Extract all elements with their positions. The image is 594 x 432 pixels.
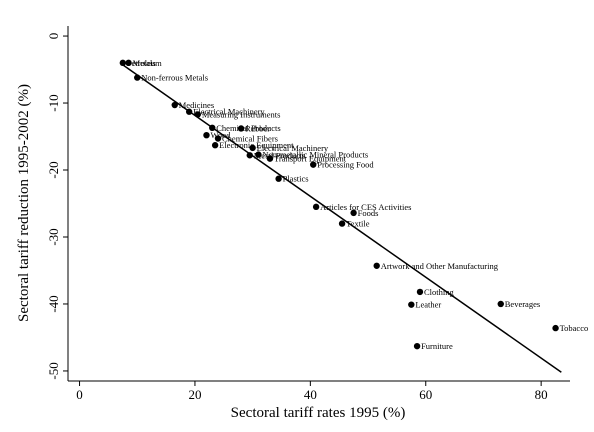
point-label: Electrical Machinery <box>193 107 265 117</box>
data-point <box>171 101 178 109</box>
x-ticks: 0 20 40 60 80 <box>76 381 548 402</box>
data-point <box>310 161 317 168</box>
point-label: Tobacco <box>560 323 589 333</box>
point-label: Plastics <box>283 174 309 184</box>
point-label: Clothing <box>424 287 455 297</box>
data-point <box>552 324 559 332</box>
point-label: Chemical Fibers <box>222 134 278 144</box>
x-tick-label: 40 <box>304 387 317 402</box>
y-axis-title: Sectoral tariff reduction 1995-2002 (%) <box>16 84 32 322</box>
point-label: Artwork and Other Manufacturing <box>381 261 499 271</box>
y-tick-label: -40 <box>46 295 61 312</box>
data-point <box>237 125 245 132</box>
point-label: Metal Products <box>254 150 306 160</box>
data-point <box>211 142 219 149</box>
point-label: Wood <box>210 130 231 140</box>
y-tick-label: -30 <box>46 228 61 245</box>
x-tick-label: 80 <box>535 387 548 402</box>
data-point <box>185 108 193 115</box>
data-point <box>275 175 282 182</box>
data-point <box>214 135 222 142</box>
point-label: Textile <box>346 219 370 229</box>
point-label: Leather <box>415 300 441 310</box>
y-tick-label: -50 <box>46 362 61 379</box>
data-point <box>312 203 320 211</box>
point-label: Non-ferrous Metals <box>141 73 208 83</box>
point-label: Non-metallic Mineral Products <box>262 150 368 160</box>
data-point <box>125 59 132 67</box>
data-point <box>266 155 274 162</box>
x-axis-title: Sectoral tariff rates 1995 (%) <box>231 405 406 421</box>
x-tick-label: 20 <box>188 387 201 402</box>
data-point <box>338 220 346 227</box>
x-tick-label: 0 <box>76 387 83 402</box>
point-label: Rubber <box>245 123 270 133</box>
point-label: Furniture <box>421 341 453 351</box>
axes <box>67 26 570 382</box>
data-point <box>249 144 256 152</box>
data-point <box>209 124 216 132</box>
data-point <box>134 74 141 81</box>
point-label: Measuring Instruments <box>202 109 281 119</box>
data-point <box>255 151 262 158</box>
data-point <box>194 111 202 118</box>
data-point <box>416 288 424 296</box>
data-point <box>119 59 127 67</box>
data-point <box>413 342 421 350</box>
point-label: Transport Equipment <box>274 154 347 164</box>
y-tick-label: 0 <box>46 33 61 40</box>
point-label: Electronic Equipment <box>219 140 294 150</box>
point-label: Foods <box>358 208 379 218</box>
data-point <box>497 300 504 308</box>
point-label: Medicines <box>179 100 214 110</box>
data-point <box>373 262 380 269</box>
y-ticks: 0 -10 -20 -30 -40 -50 <box>46 33 68 380</box>
y-tick-label: -10 <box>46 94 61 111</box>
data-points <box>119 59 559 350</box>
point-label: Chemical Products <box>216 123 280 133</box>
point-label: Electrical Machinery <box>257 143 329 153</box>
data-point <box>408 301 415 308</box>
point-label: Petroleum <box>127 58 162 68</box>
data-point <box>203 131 210 139</box>
point-label: Metals <box>133 58 156 68</box>
point-label: Articles for CES Activities <box>320 202 411 212</box>
y-tick-label: -20 <box>46 161 61 178</box>
data-point <box>246 152 253 159</box>
data-point <box>350 209 357 217</box>
x-tick-label: 60 <box>419 387 432 402</box>
point-label: Processing Food <box>317 160 374 170</box>
point-label: Beverages <box>505 299 540 309</box>
